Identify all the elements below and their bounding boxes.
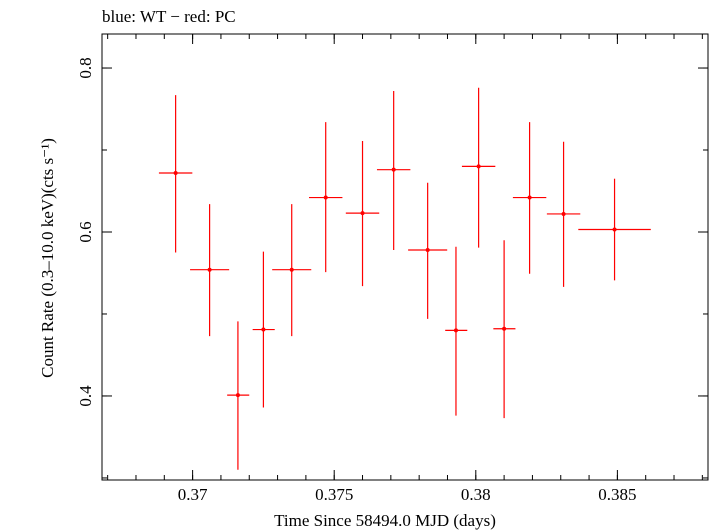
data-marker <box>323 195 328 200</box>
data-marker <box>235 393 240 398</box>
y-tick-label: 0.8 <box>76 57 95 78</box>
data-marker <box>561 211 566 216</box>
data-marker <box>527 195 532 200</box>
x-tick-label: 0.375 <box>315 485 353 504</box>
data-point <box>345 140 380 287</box>
data-point <box>190 204 230 337</box>
x-tick-label: 0.37 <box>178 485 208 504</box>
plot-frame <box>101 33 709 481</box>
data-point <box>493 240 516 419</box>
data-point <box>272 204 312 337</box>
data-marker <box>173 170 178 175</box>
data-point <box>546 141 581 287</box>
y-tick-label: 0.4 <box>76 385 95 407</box>
data-point <box>158 95 193 253</box>
data-point <box>227 321 250 470</box>
y-axis-label: Count Rate (0.3–10.0 keV)(cts s⁻¹) <box>38 138 57 378</box>
data-point <box>461 87 496 248</box>
data-marker <box>425 248 430 253</box>
data-marker <box>289 267 294 272</box>
data-marker <box>360 211 365 216</box>
data-point <box>445 246 468 416</box>
x-tick-label: 0.38 <box>461 485 491 504</box>
data-marker <box>476 164 481 169</box>
data-marker <box>261 327 266 332</box>
data-point <box>512 122 547 274</box>
data-marker <box>612 227 617 232</box>
data-point <box>578 178 651 281</box>
data-point <box>408 182 448 319</box>
chart-title: blue: WT − red: PC <box>102 7 236 26</box>
data-point <box>252 251 275 408</box>
data-marker <box>453 328 458 333</box>
y-tick-label: 0.6 <box>76 221 95 242</box>
x-axis-label: Time Since 58494.0 MJD (days) <box>274 511 496 530</box>
data-point <box>309 122 343 273</box>
data-point <box>376 90 411 251</box>
data-marker <box>502 326 507 331</box>
data-marker <box>391 167 396 172</box>
data-marker <box>207 267 212 272</box>
series-pc <box>158 87 651 470</box>
y-axis: 0.4 0.6 0.8 <box>76 57 708 479</box>
x-tick-label: 0.385 <box>598 485 636 504</box>
x-axis: 0.37 0.375 0.38 0.385 <box>107 34 703 504</box>
